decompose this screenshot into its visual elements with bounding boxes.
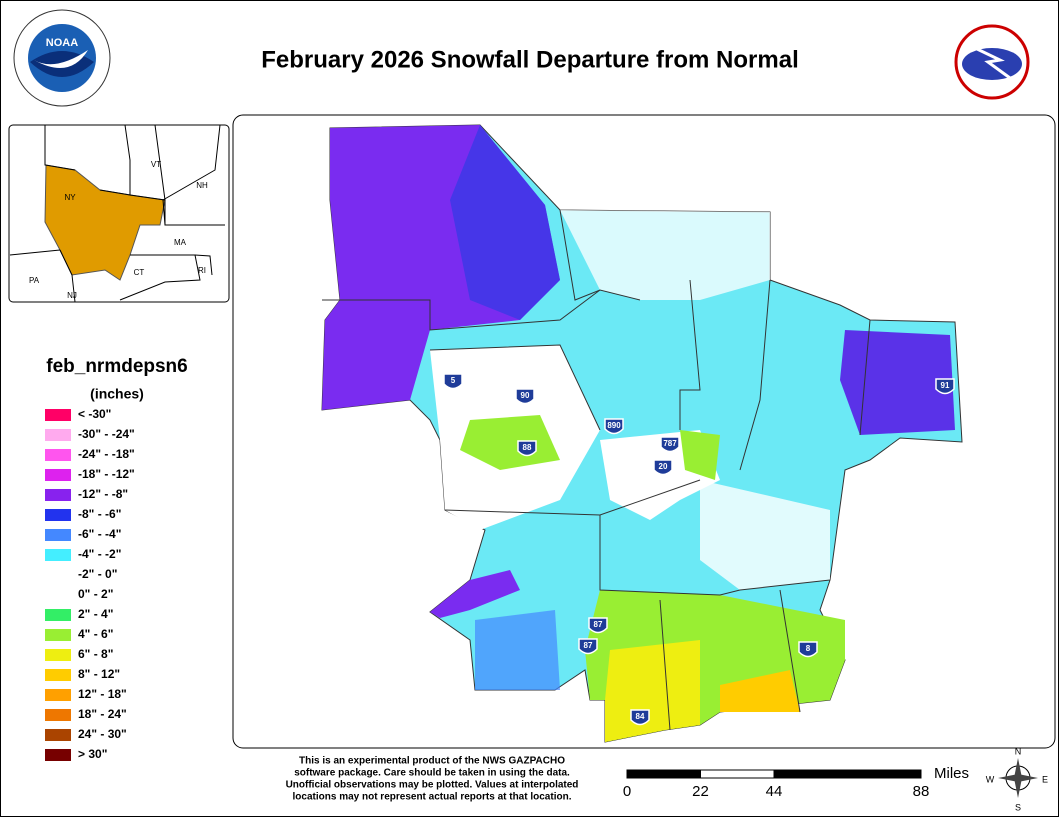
interstate-shield [630, 709, 650, 726]
disclaimer-line: locations may not represent actual repor… [293, 792, 572, 803]
interstate-shield [515, 388, 535, 405]
legend-label: 8" - 12" [78, 667, 120, 681]
state-label: VT [151, 160, 161, 169]
legend-label: 2" - 4" [78, 607, 113, 621]
legend-label: 6" - 8" [78, 647, 113, 661]
legend-swatch [45, 609, 71, 621]
interstate-shield [517, 440, 537, 457]
interstate-label: 87 [584, 641, 593, 650]
state-label: NH [196, 181, 208, 190]
interstate-label: 5 [451, 376, 456, 385]
compass-letter: S [1015, 802, 1021, 812]
legend-swatch [45, 449, 71, 461]
legend-swatch [45, 489, 71, 501]
scale-unit: Miles [934, 765, 969, 782]
legend-swatch [45, 629, 71, 641]
disclaimer-line: This is an experimental product of the N… [299, 756, 565, 767]
legend-label: -24" - -18" [78, 447, 135, 461]
legend-swatch [45, 409, 71, 421]
legend-label: -6" - -4" [78, 527, 121, 541]
interstate-label: 8 [806, 644, 811, 653]
scale-tick-label: 88 [913, 783, 930, 800]
scale-tick-label: 0 [623, 783, 631, 800]
legend-label: < -30" [78, 407, 111, 421]
state-label: PA [29, 276, 40, 285]
interstate-shield [798, 641, 818, 658]
interstate-shield [660, 436, 680, 453]
scale-tick-label: 44 [766, 783, 783, 800]
scale-segment [700, 769, 775, 779]
interstate-shield [578, 638, 598, 655]
legend-label: 4" - 6" [78, 627, 113, 641]
scale-segment [773, 769, 922, 779]
legend-swatch [45, 729, 71, 741]
disclaimer-line: Unofficial observations may be plotted. … [286, 780, 579, 791]
interstate-shield [653, 459, 673, 476]
state-label: NY [64, 193, 76, 202]
title: February 2026 Snowfall Departure from No… [261, 46, 799, 73]
interstate-label: 20 [659, 462, 668, 471]
interstate-label: 90 [521, 391, 530, 400]
interstate-label: 87 [594, 620, 603, 629]
interstate-label: 91 [941, 381, 950, 390]
legend-label: 0" - 2" [78, 587, 113, 601]
legend-swatch [45, 749, 71, 761]
map-fields [321, 124, 963, 743]
legend-label: -4" - -2" [78, 547, 121, 561]
nws-logo [942, 12, 1042, 112]
noaa-logo: NOAA [13, 9, 111, 107]
legend-swatch [45, 709, 71, 721]
interstate-label: 890 [607, 421, 621, 430]
legend-swatch [45, 689, 71, 701]
interstate-label: 84 [636, 712, 645, 721]
legend-label: 24" - 30" [78, 727, 127, 741]
legend-title: feb_nrmdepsn6 [46, 356, 187, 377]
legend-label: 12" - 18" [78, 687, 127, 701]
state-label: MA [174, 238, 187, 247]
legend-swatch [45, 529, 71, 541]
legend-swatch [45, 509, 71, 521]
legend-label: 18" - 24" [78, 707, 127, 721]
compass-letter: N [1015, 746, 1022, 756]
legend-label: -2" - 0" [78, 567, 117, 581]
legend-units: (inches) [90, 386, 144, 402]
scale-segment [626, 769, 701, 779]
state-label: NJ [67, 291, 77, 300]
legend-swatch [45, 429, 71, 441]
interstate-shield [935, 378, 955, 395]
interstate-label: 88 [523, 443, 532, 452]
legend-label: -30" - -24" [78, 427, 135, 441]
legend-swatch [45, 669, 71, 681]
state-label: RI [198, 266, 206, 275]
interstate-shield [443, 373, 463, 390]
svg-text:NOAA: NOAA [46, 37, 78, 49]
interstate-shield [604, 418, 624, 435]
compass-rose [998, 758, 1038, 798]
legend-label: -12" - -8" [78, 487, 128, 501]
legend-swatch [45, 649, 71, 661]
disclaimer-line: software package. Care should be taken i… [294, 768, 570, 779]
interstate-label: 787 [663, 439, 677, 448]
inset-map [8, 124, 230, 303]
legend-swatch [45, 549, 71, 561]
legend-swatch [45, 469, 71, 481]
legend-label: > 30" [78, 747, 107, 761]
legend-label: -18" - -12" [78, 467, 135, 481]
interstate-shield [588, 617, 608, 634]
legend-label: -8" - -6" [78, 507, 121, 521]
scale-tick-label: 22 [692, 783, 709, 800]
state-label: CT [134, 268, 145, 277]
compass-letter: W [986, 774, 995, 784]
compass-letter: E [1042, 774, 1048, 784]
